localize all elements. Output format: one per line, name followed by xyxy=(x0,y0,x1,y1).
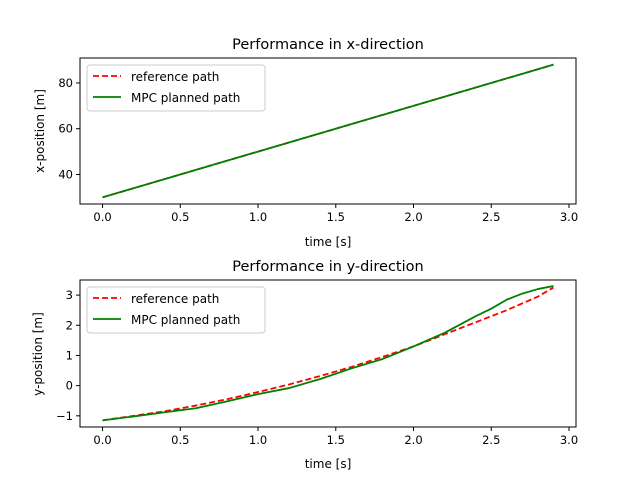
legend-label-reference: reference path xyxy=(131,70,219,84)
x-axis-label: time [s] xyxy=(305,457,352,471)
chart-title: Performance in y-direction xyxy=(232,259,423,275)
y-tick-label: 80 xyxy=(58,76,73,90)
legend: reference path MPC planned path xyxy=(86,286,266,334)
x-tick-label: 1.0 xyxy=(249,210,267,224)
subplot-x-direction: Performance in x-direction x-position [m… xyxy=(33,37,578,249)
y-tick-label: 0 xyxy=(66,379,73,393)
legend-box xyxy=(86,286,266,334)
y-tick-label: 60 xyxy=(58,122,73,136)
mpc-planned-path-line xyxy=(102,63,554,199)
x-tick-label: 3.0 xyxy=(560,433,578,447)
y-tick-label: 1 xyxy=(66,348,73,362)
legend: reference path MPC planned path xyxy=(86,64,266,112)
x-axis-ticks: 0.0 0.5 1.0 1.5 2.0 2.5 3.0 xyxy=(93,427,578,447)
y-tick-label: −1 xyxy=(56,409,73,423)
x-tick-label: 0.0 xyxy=(93,433,111,447)
x-tick-label: 0.5 xyxy=(171,433,189,447)
x-axis-label: time [s] xyxy=(305,235,352,249)
x-tick-label: 0.5 xyxy=(171,210,189,224)
mpc-planned-path-line xyxy=(102,285,554,422)
x-tick-label: 3.0 xyxy=(560,210,578,224)
chart-title: Performance in x-direction xyxy=(232,37,424,53)
x-tick-label: 2.0 xyxy=(404,433,422,447)
y-tick-label: 3 xyxy=(66,288,73,302)
axes-frame xyxy=(79,57,577,205)
legend-label-reference: reference path xyxy=(131,292,219,306)
x-tick-label: 2.5 xyxy=(482,210,500,224)
x-tick-label: 0.0 xyxy=(93,210,111,224)
legend-box xyxy=(86,64,266,112)
legend-label-mpc: MPC planned path xyxy=(131,91,240,105)
y-axis-label: x-position [m] xyxy=(33,89,47,173)
x-tick-label: 1.0 xyxy=(249,433,267,447)
y-tick-label: 40 xyxy=(58,167,73,181)
x-tick-label: 2.5 xyxy=(482,433,500,447)
x-tick-label: 1.5 xyxy=(327,433,345,447)
y-axis-label: y-position [m] xyxy=(31,312,45,396)
y-axis-ticks: −1 0 1 2 3 xyxy=(56,288,80,423)
plot-lines xyxy=(102,285,554,422)
x-tick-label: 2.0 xyxy=(404,210,422,224)
x-axis-ticks: 0.0 0.5 1.0 1.5 2.0 2.5 3.0 xyxy=(93,204,578,224)
legend-label-mpc: MPC planned path xyxy=(131,313,240,327)
y-axis-ticks: 40 60 80 xyxy=(58,76,80,181)
plot-lines xyxy=(102,63,554,199)
x-tick-label: 1.5 xyxy=(327,210,345,224)
axes-frame xyxy=(79,279,577,428)
y-tick-label: 2 xyxy=(66,318,73,332)
subplot-y-direction: Performance in y-direction y-position [m… xyxy=(31,259,578,471)
reference-path-line xyxy=(102,286,554,422)
